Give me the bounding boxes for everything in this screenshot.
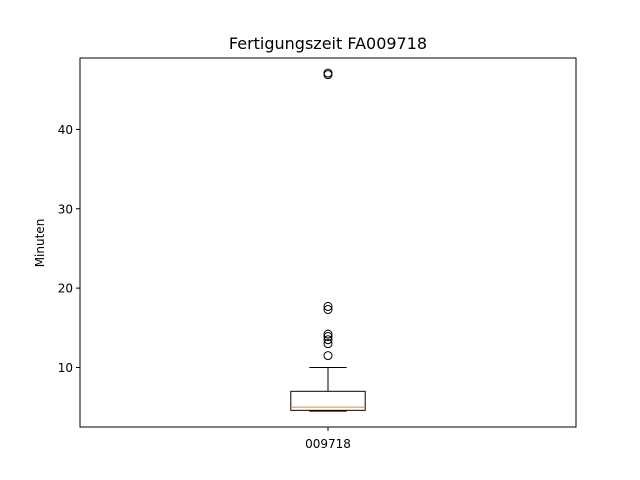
outlier-point [323,301,333,311]
outlier-point [323,339,333,349]
outlier-point [323,305,333,315]
x-tick-label: 009718 [305,437,351,451]
outlier-point [323,332,333,342]
y-tick-label: 40 [58,123,73,137]
outlier-point [323,329,333,339]
outlier-point [323,351,333,361]
box-iqr [290,390,366,411]
plot-area [290,68,366,412]
y-tick-label: 20 [58,282,73,296]
y-tick-label: 10 [58,361,73,375]
outlier-point [323,68,333,78]
y-tick-label: 30 [58,202,73,216]
outlier-point [323,335,333,345]
chart-title: Fertigungszeit FA009718 [229,34,427,53]
y-axis-label: Minuten [33,219,47,268]
